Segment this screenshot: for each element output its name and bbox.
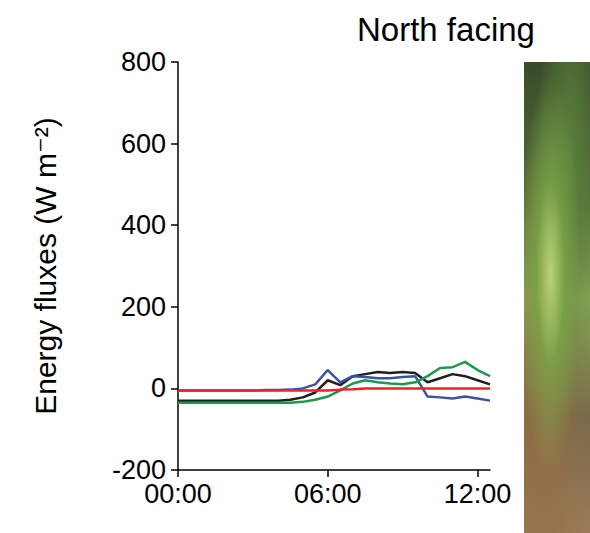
svg-text:200: 200 xyxy=(121,292,166,322)
svg-text:-200: -200 xyxy=(112,455,166,485)
svg-text:800: 800 xyxy=(121,47,166,77)
svg-text:06:00: 06:00 xyxy=(294,479,362,509)
svg-text:Energy fluxes (W m⁻²): Energy fluxes (W m⁻²) xyxy=(29,117,62,415)
svg-text:600: 600 xyxy=(121,129,166,159)
svg-text:0: 0 xyxy=(151,373,166,403)
svg-text:00:00: 00:00 xyxy=(144,479,212,509)
svg-text:12:00: 12:00 xyxy=(444,479,512,509)
svg-text:400: 400 xyxy=(121,210,166,240)
svg-text:North facing: North facing xyxy=(357,11,535,48)
